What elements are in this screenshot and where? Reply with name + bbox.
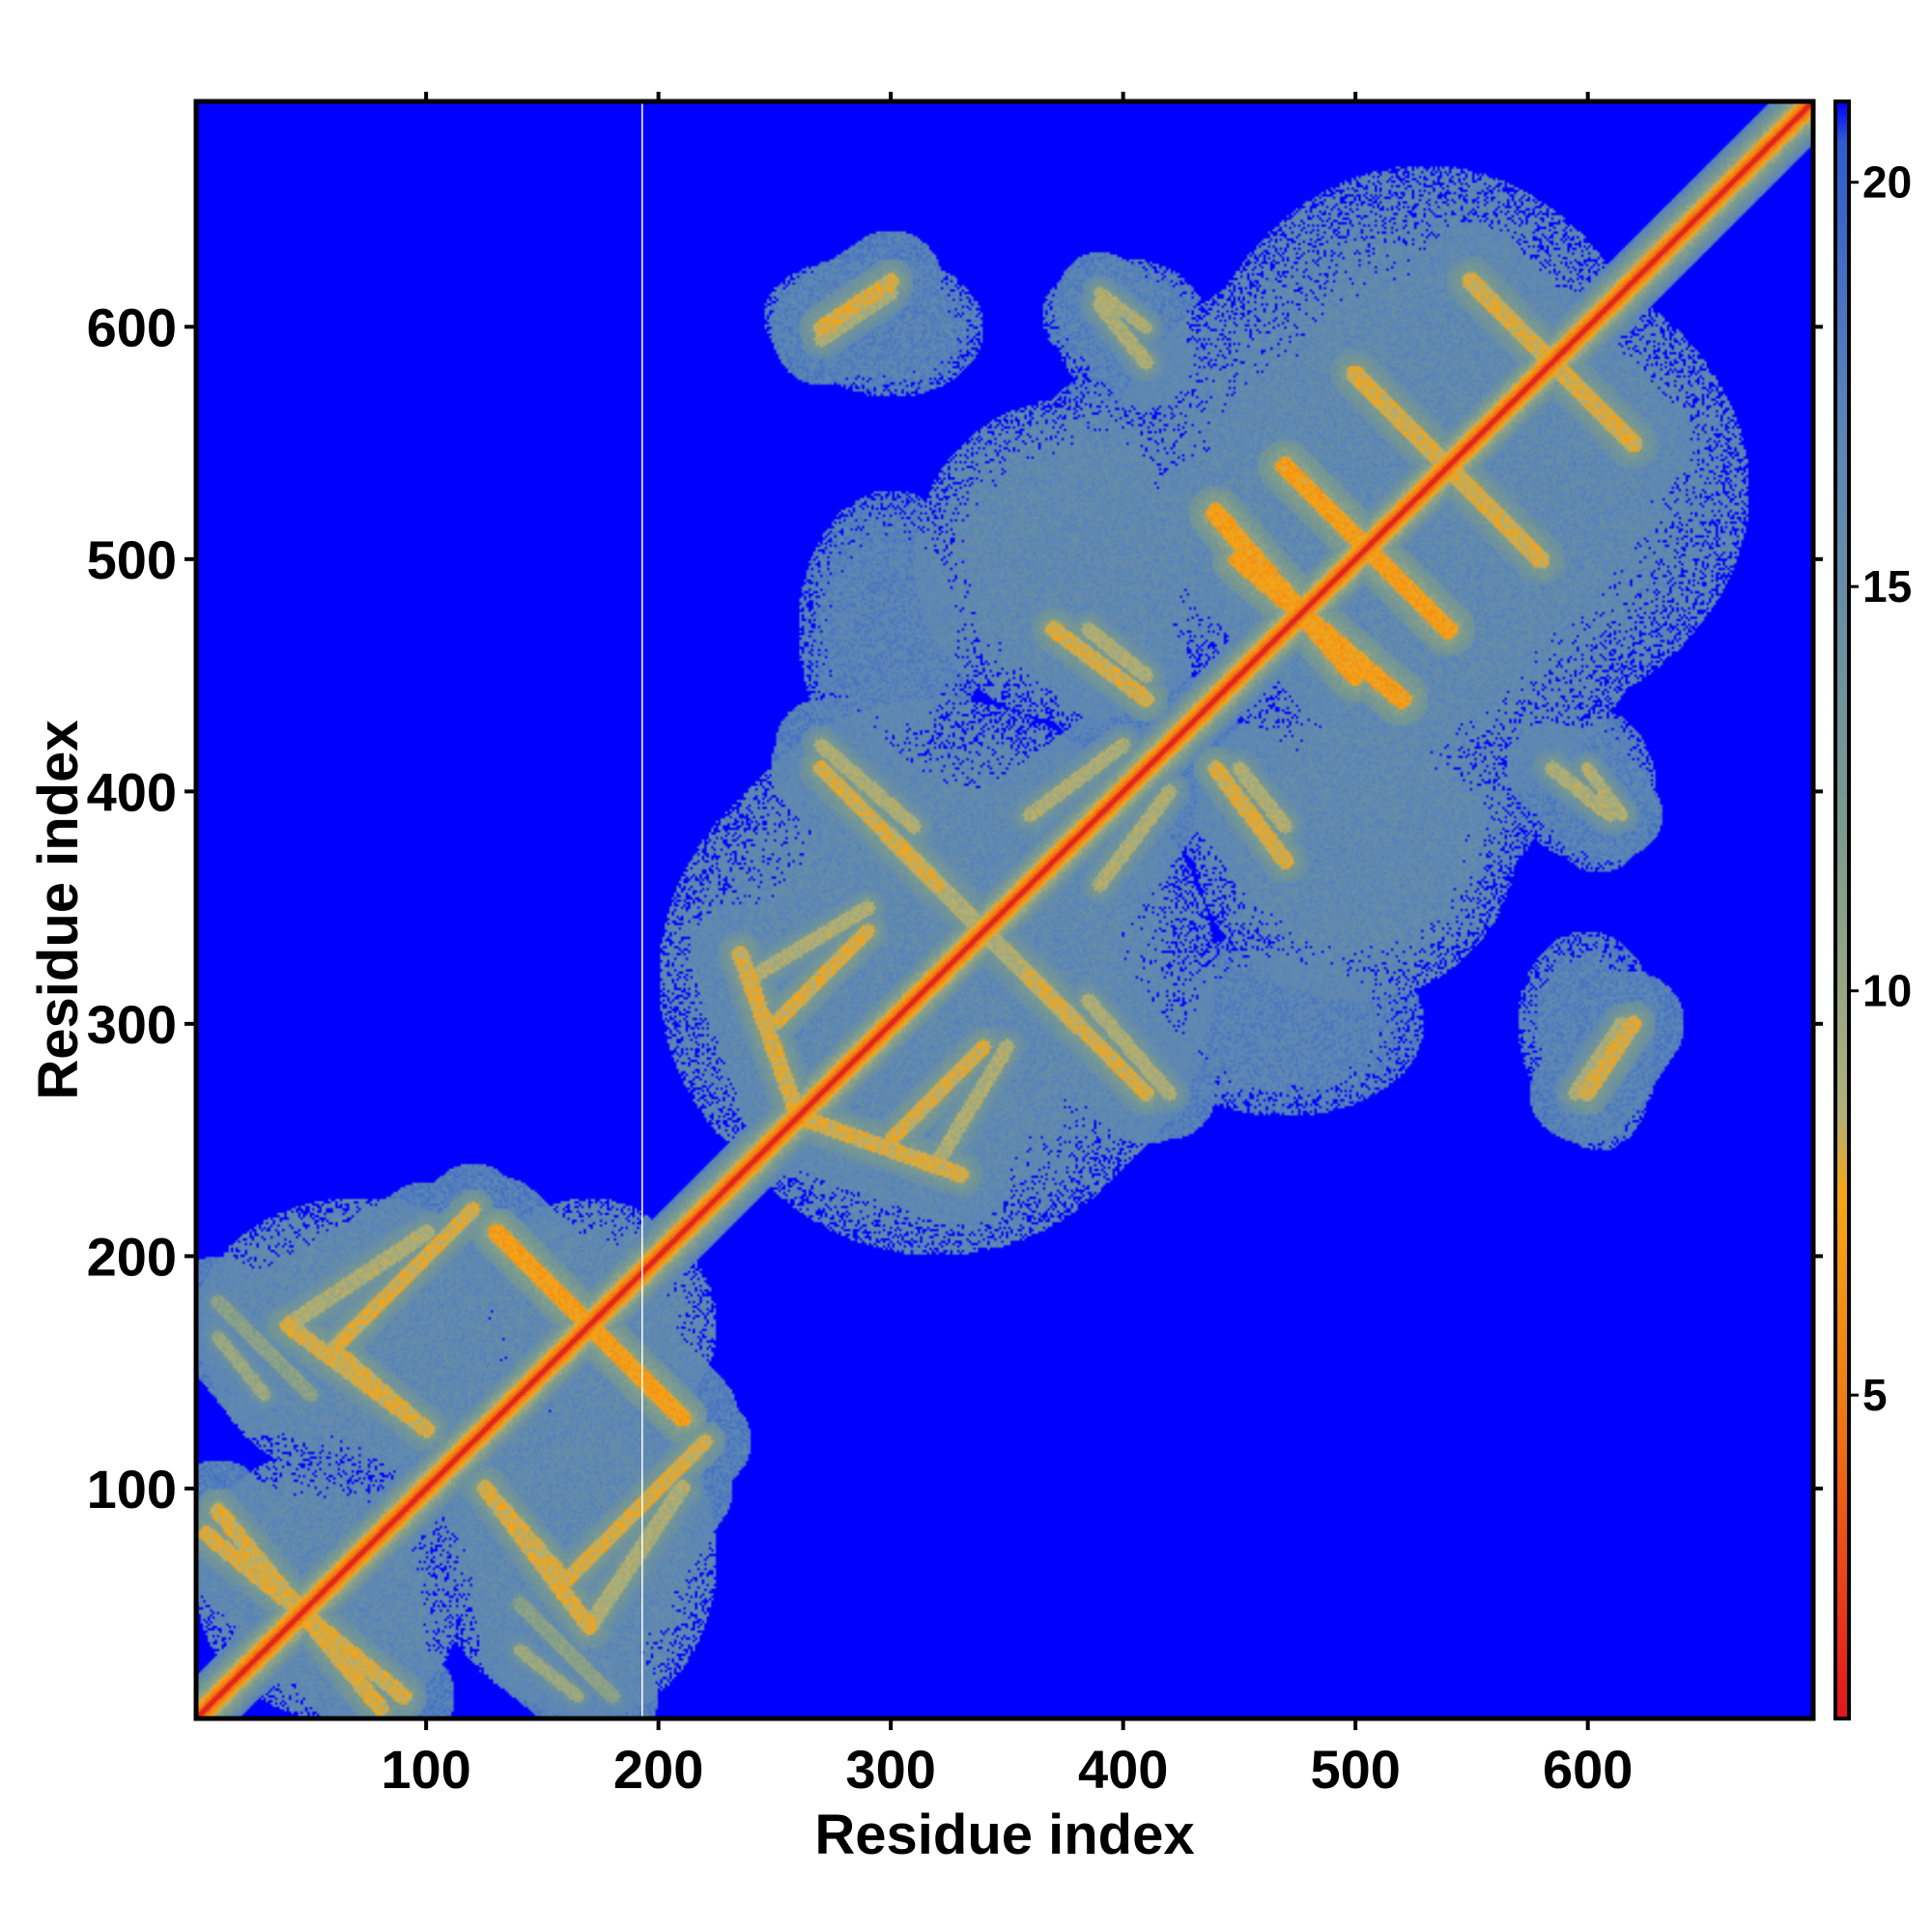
- y-tick-label: 400: [87, 761, 177, 822]
- colorbar-scale: [1833, 99, 1851, 1720]
- colorbar-tick-label: 5: [1862, 1370, 1888, 1420]
- y-axis-label: Residue index: [27, 720, 90, 1099]
- x-tick-label: 500: [1310, 1739, 1400, 1800]
- colorbar-tick-label: 15: [1862, 561, 1912, 611]
- y-tick-label: 500: [87, 529, 177, 590]
- colorbar-tick-label: 10: [1862, 966, 1912, 1016]
- y-tick-label: 600: [87, 297, 177, 357]
- heatmap-plot: [193, 99, 1816, 1721]
- y-axis-ticks: 100 200 300 400 500 600: [87, 297, 1823, 1520]
- x-axis-ticks: 100 200 300 400 500 600: [381, 92, 1633, 1800]
- x-tick-label: 100: [381, 1739, 470, 1800]
- y-tick-label: 100: [87, 1459, 177, 1520]
- x-tick-label: 400: [1078, 1739, 1168, 1800]
- x-tick-label: 300: [845, 1739, 935, 1800]
- colorbar-ticks: 5 10 15 20: [1849, 157, 1912, 1420]
- y-tick-label: 300: [87, 994, 177, 1055]
- colorbar: 5 10 15 20: [1833, 99, 1912, 1720]
- plot-frame: [193, 99, 1816, 1721]
- heatmap-image: [196, 101, 1813, 1719]
- x-axis-label: Residue index: [814, 1804, 1194, 1866]
- y-tick-label: 200: [87, 1226, 177, 1287]
- x-tick-label: 200: [613, 1739, 703, 1800]
- x-tick-label: 600: [1543, 1739, 1633, 1800]
- colorbar-tick-label: 20: [1862, 157, 1912, 208]
